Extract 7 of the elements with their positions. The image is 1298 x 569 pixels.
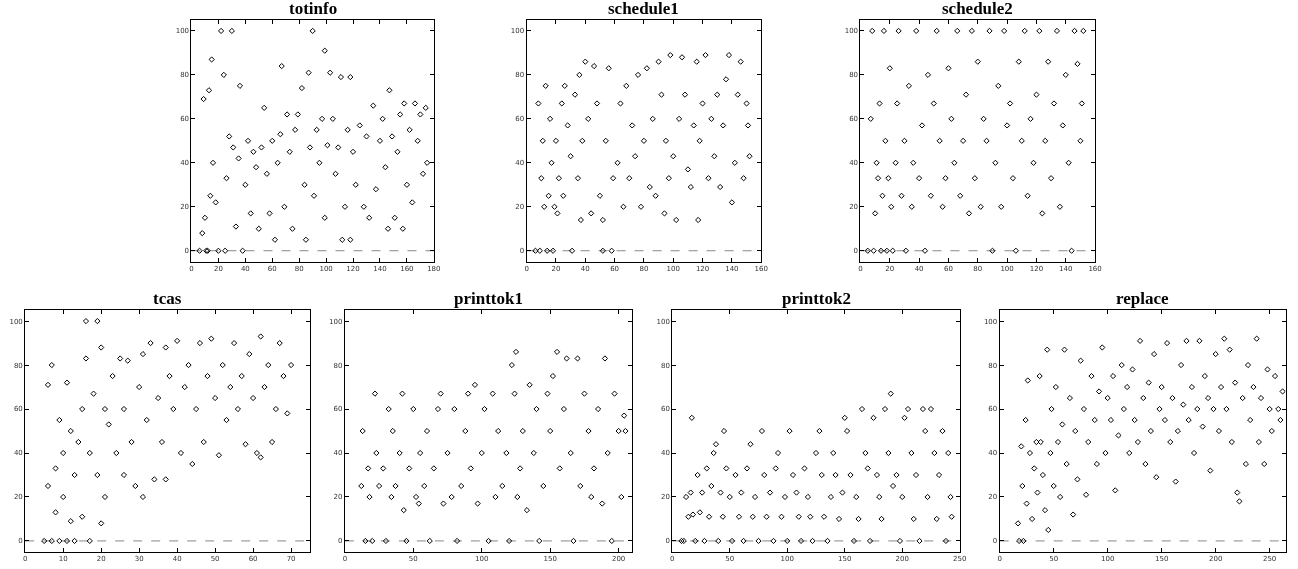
chart-title: totinfo [289, 0, 338, 18]
chart-title: replace [1116, 289, 1170, 308]
chart-title: printtok2 [782, 289, 851, 308]
chart-title: tcas [153, 289, 182, 308]
chart-title: printtok1 [454, 289, 523, 308]
chart-title: schedule2 [942, 0, 1013, 18]
chart-title: schedule1 [608, 0, 679, 18]
